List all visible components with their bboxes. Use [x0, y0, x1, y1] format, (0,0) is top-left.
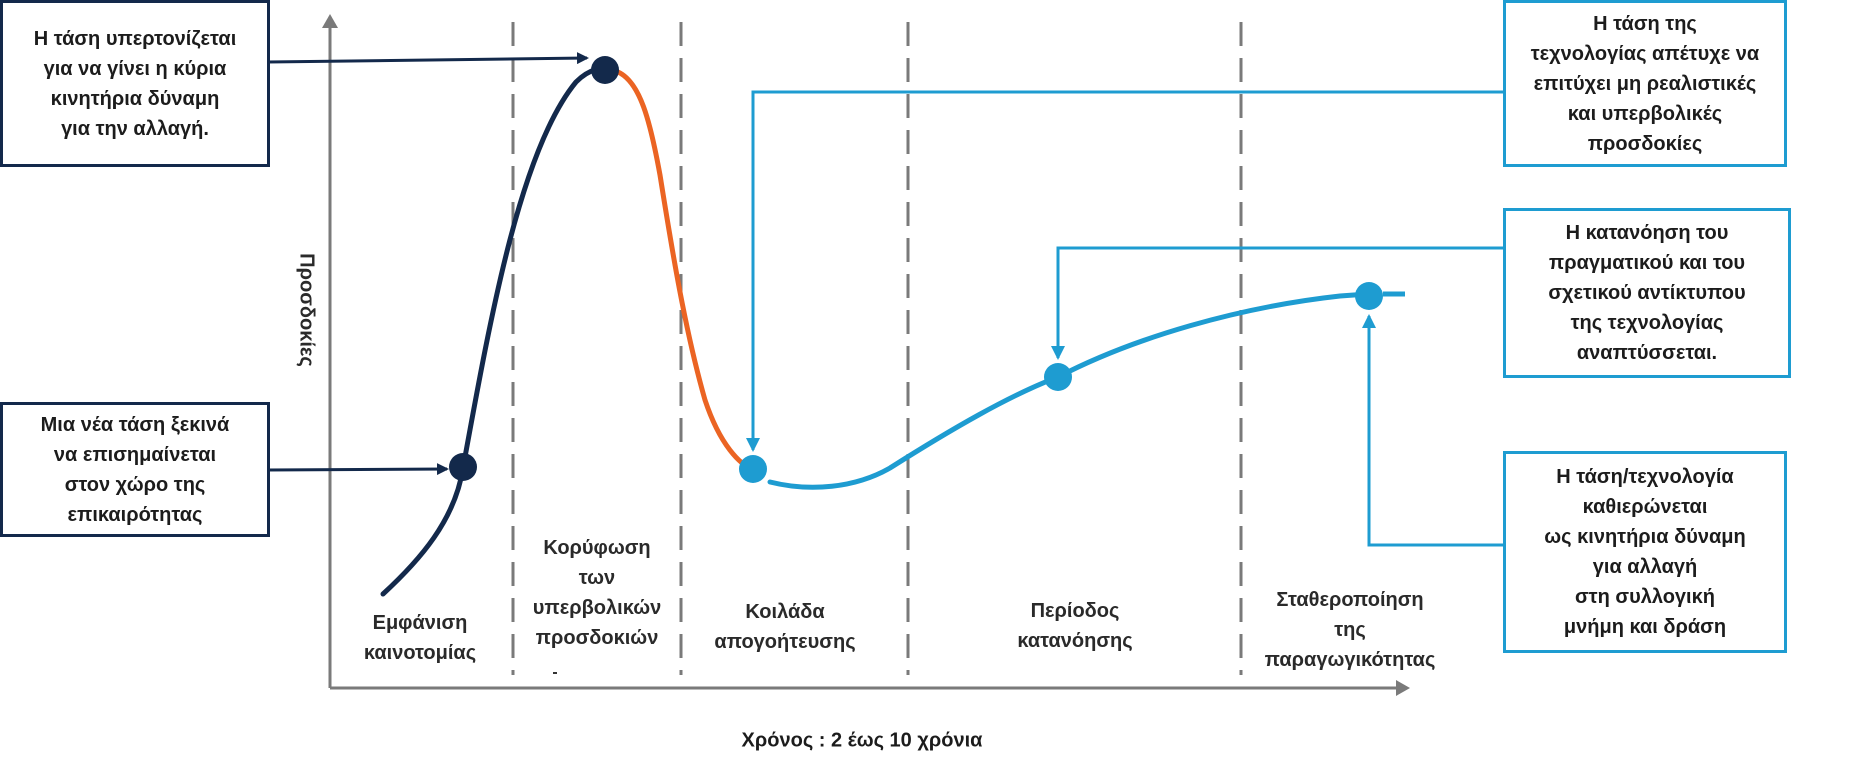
point-plateau [1355, 282, 1383, 310]
callout-trough: Η τάση της τεχνολογίας απέτυχε να επιτύχ… [1503, 0, 1787, 167]
curve-falling-segment [615, 69, 757, 473]
callout-slope: Η κατανόηση του πραγματικού και του σχετ… [1503, 208, 1791, 378]
point-trigger [449, 453, 477, 481]
y-axis-arrowhead [322, 14, 338, 28]
point-peak [591, 56, 619, 84]
phase-label-slope: Περίοδος κατανόησης [1017, 600, 1133, 652]
point-trough [739, 455, 767, 483]
callout-trough-text: Η τάση της τεχνολογίας απέτυχε να επιτύχ… [1530, 12, 1760, 155]
phase-label-trough: Κοιλάδα απογοήτευσης [714, 601, 856, 653]
curve-rising-segment [380, 65, 615, 597]
callout-plateau: Η τάση/τεχνολογία καθιερώνεται ως κινητή… [1503, 451, 1787, 653]
callout-slope-text: Η κατανόηση του πραγματικού και του σχετ… [1548, 222, 1746, 364]
connector-trough [746, 90, 1505, 452]
phase-label-innovation: Εμφάνιση καινοτομίας [363, 612, 477, 664]
callout-trigger-text: Μια νέα τάση ξεκινά να επισημαίνεται στο… [40, 413, 230, 526]
connector-trigger [267, 463, 449, 476]
connector-peak [267, 52, 589, 65]
callout-plateau-text: Η τάση/τεχνολογία καθιερώνεται ως κινητή… [1544, 466, 1746, 638]
connector-plateau [1362, 314, 1505, 547]
callout-trigger: Μια νέα τάση ξεκινά να επισημαίνεται στο… [0, 402, 270, 537]
x-axis-arrowhead [1396, 680, 1410, 696]
x-axis-label: Χρόνος : 2 έως 10 χρόνια [741, 729, 983, 752]
phase-label-peak: Κορύφωση των υπερβολικών προσδοκιών [532, 537, 662, 649]
point-slope [1044, 363, 1072, 391]
y-axis-label: Προσδοκίες [295, 253, 318, 367]
callout-peak-text: Η τάση υπερτονίζεται για να γίνει η κύρι… [33, 27, 237, 140]
phase-label-plateau: Σταθεροποίηση της παραγωγικότητας [1264, 589, 1436, 671]
curve-recovery-segment [767, 291, 1371, 490]
connector-slope [1051, 246, 1505, 360]
callout-peak: Η τάση υπερτονίζεται για να γίνει η κύρι… [0, 0, 270, 167]
